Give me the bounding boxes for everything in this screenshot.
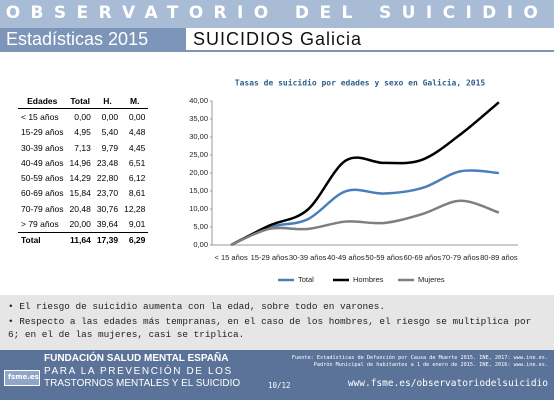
table-cell: > 79 años [18,216,67,233]
table-cell: Edades [18,93,67,110]
table-cell: 23,70 [96,188,119,199]
footer: fsme.es FUNDACIÓN SALUD MENTAL ESPAÑA PA… [0,350,554,400]
y-tick-label: 15,00 [189,186,208,195]
header-bar [0,0,554,28]
table-cell: 9,01 [121,216,149,233]
table-cell: 20,00 [66,216,94,233]
table-cell: 30,76 [96,203,119,214]
table-cell: 11,64 [70,235,91,246]
table-cell: 50-59 años [21,173,64,184]
logo: fsme.es [8,373,39,381]
table-cell: 4,45 [128,142,146,153]
y-tick-label: 35,00 [189,114,208,123]
table-row: < 15 años 0,00 0,00 0,00 [18,109,148,125]
legend-label: Total [298,275,314,284]
legend-label: Mujeres [418,275,445,284]
table-cell: 60-69 años [21,188,64,199]
chart-title: Tasas de suicidio por edades y sexo en G… [235,78,486,88]
rates-table: Edades Total H. M. < 15 años 0,00 0,00 0,00 15-2… [18,93,149,248]
table-cell: 30-39 años [21,142,64,153]
table-cell: 0,00 [74,111,91,122]
legend-label: Hombres [353,275,384,284]
table-cell: 4,95 [74,127,91,138]
footer-tagline: TRASTORNOS MENTALES Y EL SUICIDIO [44,378,241,389]
table-cell: 22,80 [96,173,119,184]
y-tick-label: 5,00 [193,222,208,231]
table-cell: Total [66,93,94,110]
header-title: OBSERVATORIO DEL SUICIDIO [5,3,549,23]
series-line [230,169,499,247]
table-cell: Total [21,235,41,246]
table-row: > 79 años 20,00 39,64 9,01 [18,216,149,233]
subtitle-box [0,28,186,50]
footer-source: Fuente: Estadísticas de Defunción por Ca… [291,355,548,361]
table-row: Edades Total H. M. [18,93,149,110]
footer-org: FUNDACIÓN SALUD MENTAL ESPAÑA [44,353,229,364]
note: • Respecto a las edades más tempranas, e… [8,316,532,340]
x-tick-label: 30-39 años [289,253,327,262]
table-row: Total 11,64 17,39 6,29 [18,232,148,248]
subtitle: Estadísticas 2015 [6,29,149,49]
table-row: 40-49 años 14,96 23,48 6,51 [18,155,148,170]
table-cell: 7,13 [74,142,91,153]
table-cell: 6,29 [128,235,146,246]
footer-tagline: PARA LA PREVENCIÓN DE LOS [44,366,233,377]
table-cell: 39,64 [93,216,122,233]
notes-panel: • El riesgo de suicidio aumenta con la e… [0,295,554,350]
x-tick-label: 50-59 años [365,253,403,262]
y-tick-label: 30,00 [189,132,208,141]
chart: Tasas de suicidio por edades y sexo en G… [189,78,518,284]
y-tick-label: 0,00 [193,240,208,249]
note-text: El riesgo de suicidio aumenta con la eda… [19,301,385,312]
table-cell: 9,79 [101,142,119,153]
page-number: 10/12 [268,381,291,390]
table-cell: 5,40 [101,127,119,138]
table-cell: 17,39 [96,235,119,246]
footer-url[interactable]: www.fsme.es/observatoriodelsuicidio [347,378,548,389]
x-tick-label: 15-29 años [251,253,289,262]
table-cell: 15,84 [69,188,91,199]
table-cell: 40-49 años [21,157,64,168]
table-row: 30-39 años 7,13 9,79 4,45 [18,140,148,155]
x-tick-label: 40-49 años [327,253,365,262]
x-tick-label: < 15 años [215,253,248,262]
table-cell: 4,48 [128,127,146,138]
table-cell: 14,96 [69,157,91,168]
table-cell: 8,61 [128,188,146,199]
series-line [230,199,500,247]
table-cell: 70-79 años [21,203,64,214]
table-row: 70-79 años 20,48 30,76 12,28 [18,201,148,216]
y-tick-label: 25,00 [189,150,208,159]
y-tick-label: 10,00 [189,204,208,213]
note-text: Respecto a las edades más tempranas, en … [8,316,532,340]
divider [0,50,554,52]
table-cell: 0,00 [101,111,119,122]
y-tick-label: 40,00 [189,96,208,105]
table-cell: 0,00 [128,111,146,122]
table-cell: 6,51 [128,157,146,168]
series-line [230,101,500,247]
table-row: 60-69 años 15,84 23,70 8,61 [18,186,148,201]
logo-box: fsme.es [4,370,40,386]
x-tick-label: 60-69 años [404,253,442,262]
x-tick-label: 70-79 años [442,253,480,262]
x-tick-label: 80-89 años [480,253,518,262]
table-cell: 12,28 [124,203,146,214]
table-cell: H. [93,93,122,110]
y-tick-label: 20,00 [189,168,208,177]
table-cell: 23,48 [96,157,119,168]
table-row: 50-59 años 14,29 22,80 6,12 [18,170,148,185]
table-cell: < 15 años [21,111,59,122]
table-cell: 20,48 [69,203,91,214]
table-row: 15-29 años 4,95 5,40 4,48 [18,125,148,140]
table-cell: M. [121,93,149,110]
section-title: SUICIDIOS Galicia [193,29,363,49]
table-cell: 14,29 [69,173,91,184]
footer-source: Padrón Municipal de habitantes a 1 de en… [313,362,548,368]
table-cell: 15-29 años [21,127,64,138]
table-cell: 6,12 [128,173,146,184]
note: • El riesgo de suicidio aumenta con la e… [8,301,385,312]
